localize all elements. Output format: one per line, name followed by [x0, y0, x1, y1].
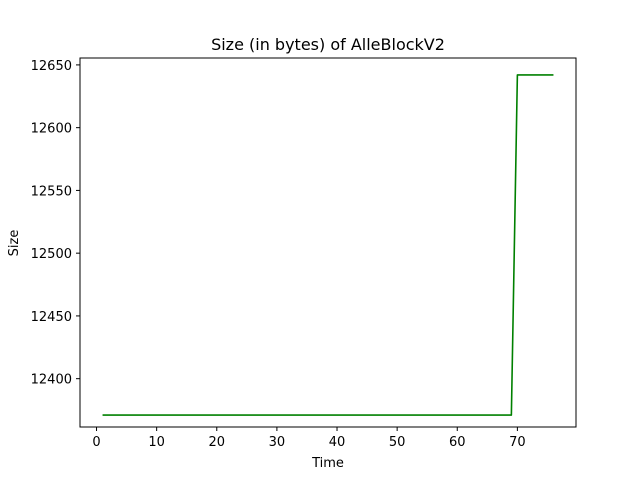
x-tick-label: 30 [269, 435, 286, 450]
x-tick-label: 40 [329, 435, 346, 450]
x-tick-label: 50 [389, 435, 406, 450]
plot-area [79, 57, 577, 428]
x-tick-label: 20 [209, 435, 226, 450]
x-tick-label: 70 [509, 435, 526, 450]
ticks-layer: 0 10 20 30 40 50 60 70 12400 12450 12500 12550 12600… [31, 59, 526, 450]
x-tick-label: 60 [449, 435, 466, 450]
x-axis-label: Time [311, 456, 344, 471]
y-tick-label: 12450 [31, 310, 72, 325]
y-tick-label: 12400 [31, 373, 72, 388]
series-layer [102, 74, 554, 416]
y-axis-label: Size [7, 230, 22, 257]
y-tick-label: 12650 [31, 59, 72, 74]
chart-title: Size (in bytes) of AlleBlockV2 [211, 35, 445, 54]
y-tick-label: 12550 [31, 184, 72, 199]
x-tick-label: 0 [92, 435, 100, 450]
y-tick-label: 12500 [31, 247, 72, 262]
y-tick-label: 12600 [31, 122, 72, 137]
series-line-0 [102, 74, 554, 416]
axes-frame [79, 57, 577, 428]
x-tick-label: 10 [148, 435, 165, 450]
